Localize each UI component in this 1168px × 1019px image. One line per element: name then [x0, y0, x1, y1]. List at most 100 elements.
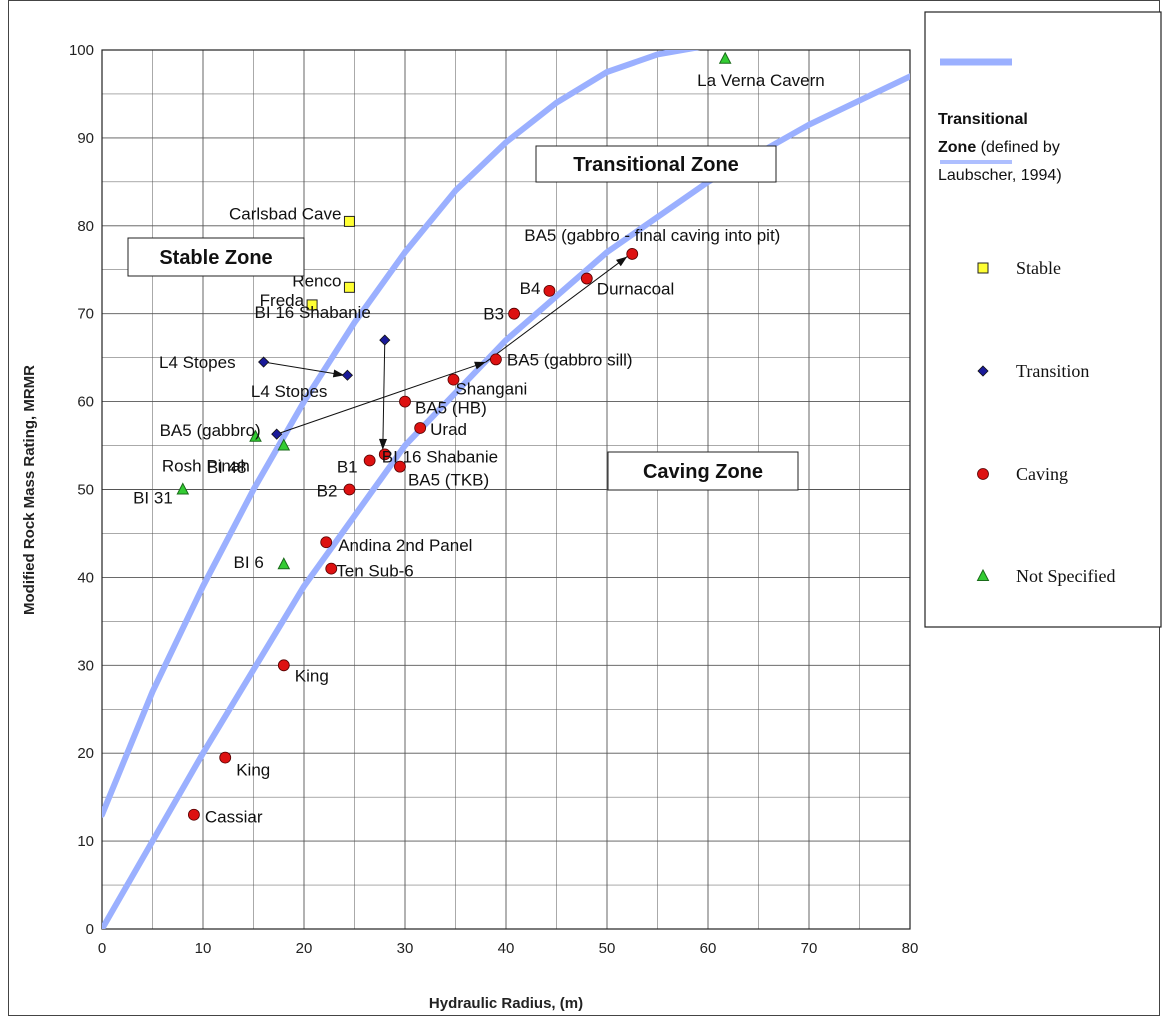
point-label: Cassiar	[205, 808, 263, 827]
legend-zone-rest: (defined by	[976, 139, 1060, 156]
point-label: L4 Stopes	[159, 353, 236, 372]
point-label: Freda	[260, 291, 305, 310]
point-label: BI 6	[234, 553, 264, 572]
x-tick-label: 60	[700, 940, 717, 957]
point-label: L4 Stopes	[251, 382, 328, 401]
legend-entry: Stable	[1016, 258, 1061, 278]
point-caving	[580, 272, 593, 285]
point-label: Ten Sub-6	[336, 562, 414, 581]
tick-labels: 0 10 20 30 40 50 60 70 80 0 10 20 30 40 50 60 70 80 90 100	[69, 42, 918, 957]
point-label: BA5 (gabbro - final caving into pit)	[524, 226, 780, 245]
plot-area-border	[101, 49, 911, 930]
legend-zone-title: Transitional	[938, 111, 1028, 128]
point-label: B4	[520, 279, 541, 298]
y-tick-label: 50	[77, 482, 94, 499]
x-axis-title: Hydraulic Radius, (m)	[429, 995, 583, 1012]
x-tick-label: 30	[397, 940, 414, 957]
point-caving	[188, 808, 200, 821]
point-caving	[399, 395, 411, 408]
point-label: BI 48	[207, 458, 247, 477]
point-label: Andina 2nd Panel	[338, 536, 472, 555]
x-tick-label: 10	[195, 940, 212, 957]
arrow-head	[616, 256, 628, 267]
legend-zone-line2: Zone (defined by	[938, 139, 1060, 156]
legend-entry: Not Specified	[1016, 566, 1115, 586]
point-label: BA5 (gabbro sill)	[507, 350, 633, 369]
point-caving	[508, 307, 520, 320]
zone-label-box	[535, 145, 777, 183]
point-label: King	[236, 761, 270, 780]
point-caving	[447, 373, 460, 386]
point-transition	[341, 369, 353, 381]
boundary-curve-1	[102, 50, 701, 818]
boundary-curves	[102, 50, 910, 929]
legend-zone-line3: Laubscher, 1994)	[938, 167, 1062, 184]
point-caving	[219, 751, 232, 764]
x-tick-label: 70	[801, 940, 818, 957]
x-tick-label: 20	[296, 940, 313, 957]
arrow-line	[382, 340, 386, 450]
point-label: BA5 (gabbro)	[160, 421, 261, 440]
legend: Transitional Zone (defined by Laubscher, 1…	[924, 11, 1162, 628]
arrow-line	[263, 361, 345, 376]
point-not-specified	[277, 557, 291, 570]
arrow-line	[485, 256, 628, 363]
point-caving	[543, 284, 556, 297]
point-caving	[394, 460, 406, 473]
point-caving	[626, 248, 639, 260]
arrow-head	[474, 361, 486, 370]
y-tick-label: 20	[77, 745, 94, 762]
point-label: King	[295, 666, 329, 685]
point-label: B3	[483, 305, 504, 324]
point-caving	[414, 422, 427, 434]
point-stable	[306, 299, 318, 311]
y-tick-label: 70	[77, 306, 94, 323]
zone-label-box	[127, 237, 305, 277]
arrow-head	[379, 438, 387, 450]
point-not-specified	[277, 438, 291, 451]
arrow-line	[276, 361, 486, 435]
point-label: Renco	[292, 271, 341, 290]
legend-marker-transition	[977, 365, 989, 377]
point-label: Urad	[430, 420, 467, 439]
y-tick-label: 90	[77, 130, 94, 147]
point-caving	[363, 454, 376, 467]
point-label: La Verna Cavern	[697, 71, 825, 90]
point-transition	[379, 334, 391, 346]
zone-label-box	[607, 451, 799, 491]
y-tick-label: 60	[77, 394, 94, 411]
point-caving	[320, 536, 333, 549]
zone-label: Stable Zone	[159, 247, 272, 269]
boundary-curve-2	[102, 73, 910, 929]
y-axis-title: Modified Rock Mass Rating, MRMR	[21, 365, 38, 615]
point-label: Rosh Pinah	[162, 457, 250, 476]
point-label: BI 16 Shabanie	[255, 303, 371, 322]
point-label: BI 31	[133, 489, 173, 508]
y-tick-label: 10	[77, 833, 94, 850]
point-stable	[343, 281, 355, 293]
point-caving	[489, 353, 502, 366]
y-tick-label: 0	[86, 921, 94, 938]
legend-marker-stable	[977, 262, 989, 274]
point-caving	[277, 659, 290, 672]
y-tick-label: 30	[77, 657, 94, 674]
point-caving	[343, 483, 356, 496]
point-transition	[258, 356, 270, 368]
point-label: BA5 (HB)	[415, 399, 487, 418]
point-label: BI 16 Shabanie	[382, 447, 498, 466]
legend-entry: Transition	[1016, 361, 1089, 381]
x-tick-label: 80	[902, 940, 919, 957]
point-label: BA5 (TKB)	[408, 471, 489, 490]
point-not-specified	[249, 429, 262, 442]
zone-labels: Stable Zone Transitional Zone Caving Zone	[127, 145, 799, 491]
arrow-head	[332, 369, 345, 378]
point-not-specified	[176, 482, 190, 495]
legend-marker-caving	[977, 468, 989, 480]
point-label: B2	[317, 482, 338, 501]
x-tick-label: 40	[498, 940, 515, 957]
zone-label: Transitional Zone	[573, 154, 739, 176]
legend-entry: Caving	[1016, 464, 1068, 484]
point-caving	[378, 448, 391, 461]
